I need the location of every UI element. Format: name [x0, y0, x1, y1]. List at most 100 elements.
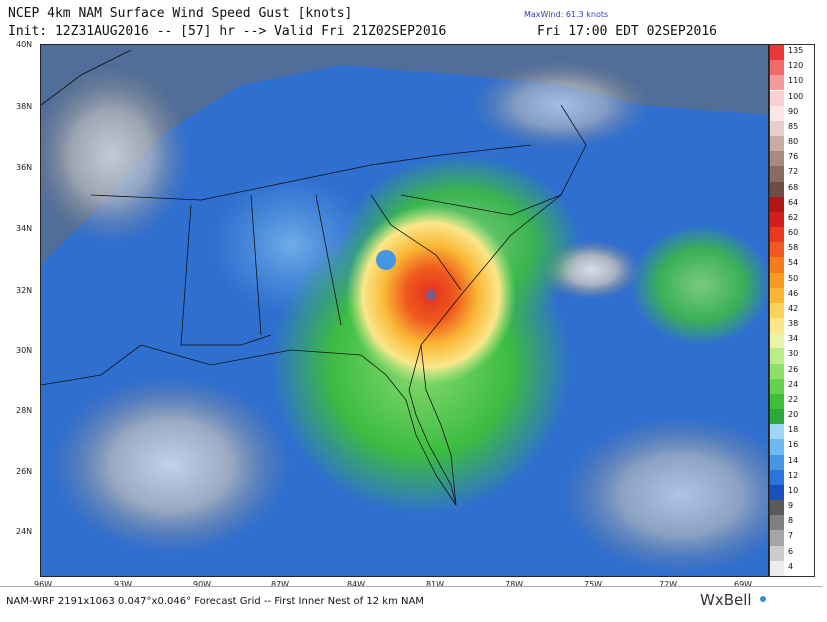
legend-swatch	[770, 302, 784, 319]
legend-label: 68	[788, 182, 799, 192]
legend-swatch	[770, 227, 784, 243]
legend-entry: 54	[770, 257, 814, 273]
legend-entry: 42	[770, 302, 814, 319]
legend-swatch	[770, 105, 784, 121]
legend-swatch	[770, 181, 784, 197]
legend-swatch	[770, 211, 784, 228]
border-georgia-sc	[370, 194, 462, 291]
legend-entry: 34	[770, 333, 814, 349]
lat-label: 28N	[16, 406, 33, 415]
legend-entry: 80	[770, 136, 814, 152]
lat-label: 36N	[16, 163, 33, 172]
legend-swatch	[770, 409, 784, 425]
legend-label: 4	[788, 561, 794, 571]
legend-label: 85	[788, 121, 799, 131]
lat-label: 26N	[16, 467, 33, 476]
border-alabama-west	[250, 194, 262, 336]
legend-entry: 62	[770, 211, 814, 228]
legend-label: 120	[788, 61, 804, 71]
legend-label: 8	[788, 516, 794, 526]
border-36n	[90, 144, 532, 201]
border-nc-sc	[400, 194, 562, 216]
legend-label: 110	[788, 76, 804, 86]
legend-label: 90	[788, 106, 799, 116]
footer: NAM-WRF 2191x1063 0.047°x0.046° Forecast…	[0, 586, 822, 615]
legend-label: 54	[788, 258, 799, 268]
legend-swatch	[770, 90, 784, 106]
local-time: Fri 17:00 EDT 02SEP2016	[537, 24, 718, 39]
legend-swatch	[770, 333, 784, 349]
legend-label: 76	[788, 152, 799, 162]
legend-swatch	[770, 166, 784, 182]
legend-entry: 110	[770, 75, 814, 91]
legend-swatch	[770, 45, 784, 61]
legend-swatch	[770, 424, 784, 440]
legend-swatch	[770, 439, 784, 455]
legend-entry: 90	[770, 105, 814, 121]
legend-entry: 14	[770, 454, 814, 470]
legend-entry: 4	[770, 560, 814, 576]
gust-area-atlantic	[631, 225, 768, 345]
legend-entry: 72	[770, 166, 814, 182]
geographic-borders	[41, 49, 587, 506]
legend-label: 50	[788, 273, 799, 283]
legend-label: 20	[788, 410, 799, 420]
init-valid-line: Init: 12Z31AUG2016 -- [57] hr --> Valid …	[8, 24, 447, 39]
legend-swatch	[770, 75, 784, 91]
legend-entry: 16	[770, 439, 814, 455]
color-legend: 135 120 110 100 90 85 80 76 72 68 64 62 60 58 54 50 46 42…	[769, 44, 815, 577]
legend-entry: 58	[770, 242, 814, 258]
legend-swatch	[770, 484, 784, 501]
legend-entry: 22	[770, 393, 814, 410]
legend-label: 16	[788, 440, 799, 450]
legend-swatch	[770, 242, 784, 258]
border-plains	[41, 49, 132, 106]
legend-swatch	[770, 530, 784, 546]
lon-label: 90W	[193, 580, 212, 589]
legend-swatch	[770, 454, 784, 470]
lon-label: 93W	[114, 580, 133, 589]
legend-entry: 120	[770, 60, 814, 76]
legend-entry: 10	[770, 484, 814, 501]
legend-entry: 135	[770, 45, 814, 61]
legend-entry: 46	[770, 287, 814, 303]
low-wind-area-gulf	[51, 375, 291, 555]
legend-swatch	[770, 151, 784, 167]
legend-label: 22	[788, 394, 799, 404]
lat-label: 40N	[16, 40, 33, 49]
lon-label: 87W	[271, 580, 290, 589]
legend-label: 30	[788, 349, 799, 359]
legend-entry: 60	[770, 227, 814, 243]
legend-entry: 8	[770, 515, 814, 531]
legend-entry: 6	[770, 545, 814, 561]
florida-atlantic-coastline	[420, 344, 457, 506]
legend-label: 10	[788, 485, 799, 495]
grid-info: NAM-WRF 2191x1063 0.047°x0.046° Forecast…	[6, 596, 424, 607]
lon-label: 84W	[347, 580, 366, 589]
border-mississippi	[180, 204, 272, 346]
storm-center	[376, 250, 396, 270]
low-wind-area-west	[41, 65, 191, 245]
legend-swatch	[770, 515, 784, 531]
atlantic-coastline	[420, 104, 587, 346]
legend-entry: 85	[770, 120, 814, 136]
legend-label: 100	[788, 91, 804, 101]
lon-label: 75W	[584, 580, 603, 589]
legend-entry: 7	[770, 530, 814, 546]
legend-label: 80	[788, 137, 799, 147]
legend-swatch	[770, 287, 784, 303]
legend-label: 60	[788, 228, 799, 238]
legend-label: 46	[788, 288, 799, 298]
map-canvas	[41, 45, 768, 576]
legend-label: 18	[788, 425, 799, 435]
legend-label: 72	[788, 167, 799, 177]
legend-label: 24	[788, 379, 799, 389]
legend-swatch	[770, 348, 784, 364]
legend-swatch	[770, 363, 784, 379]
logo-dot-icon	[760, 596, 766, 602]
legend-swatch	[770, 120, 784, 136]
legend-swatch	[770, 500, 784, 516]
legend-label: 135	[788, 46, 804, 55]
legend-entry: 50	[770, 272, 814, 288]
legend-entry: 38	[770, 318, 814, 334]
